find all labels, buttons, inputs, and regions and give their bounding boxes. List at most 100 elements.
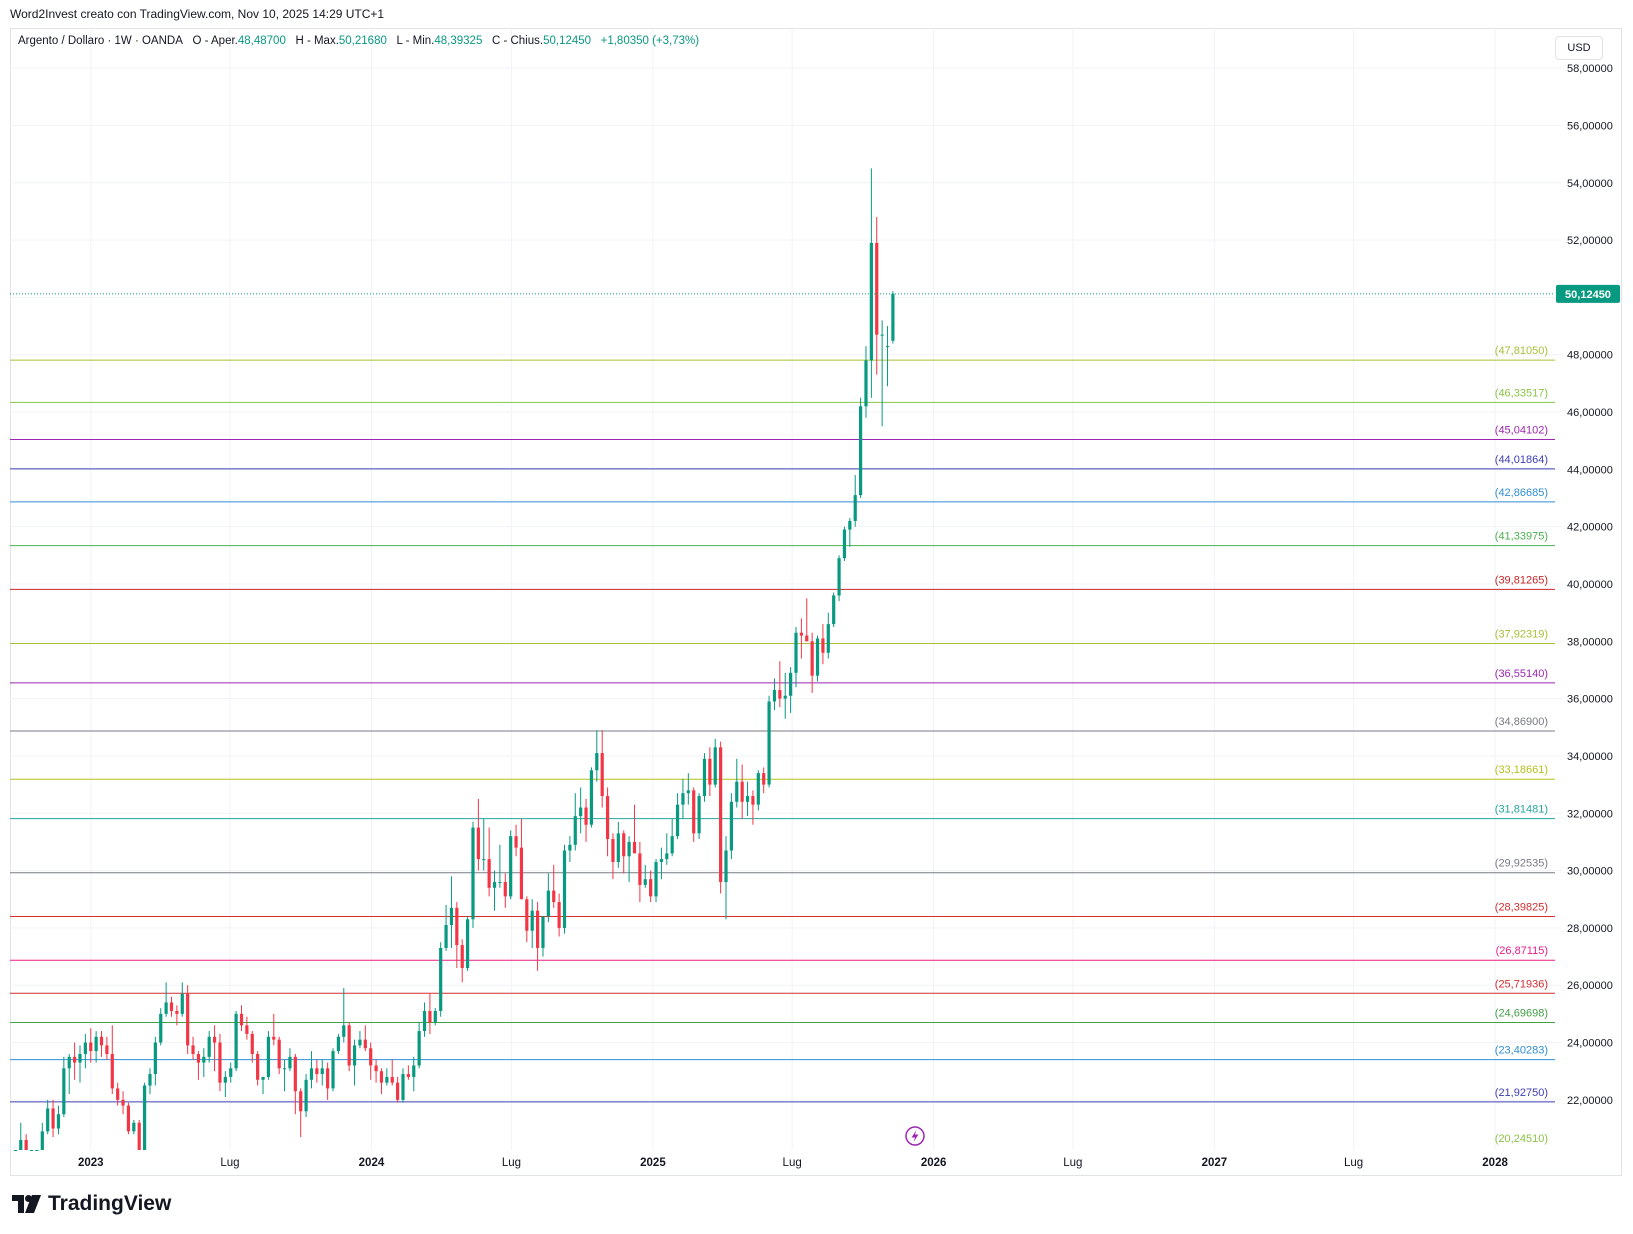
level-label: (26,87115) — [1496, 945, 1548, 957]
candle — [632, 804, 637, 854]
horizontal-levels: (47,81050) (46,33517) (45,04102) (44,01864)… — [10, 345, 1555, 1145]
level-label: (29,92535) — [1495, 858, 1548, 870]
candle — [422, 1002, 427, 1037]
change-value: +1,80350 (+3,73%) — [600, 35, 700, 47]
candle — [229, 1062, 233, 1083]
candle — [546, 873, 550, 923]
candle — [573, 793, 577, 851]
candle — [180, 982, 184, 1017]
candle — [600, 730, 604, 808]
candle — [708, 747, 712, 797]
candle — [541, 916, 545, 957]
tradingview-logo-text: TradingView — [48, 1192, 172, 1215]
candle — [169, 996, 174, 1017]
candle — [492, 870, 497, 911]
candle — [869, 168, 873, 398]
candle — [396, 1076, 400, 1103]
candle — [568, 836, 572, 862]
candle — [767, 695, 771, 788]
candle — [762, 767, 766, 794]
level-label: (21,92750) — [1495, 1087, 1548, 1099]
candle — [164, 982, 168, 1017]
candle — [859, 397, 863, 499]
time-axis[interactable]: 2023 Lug 2024 Lug 2025 Lug 2026 Lug 2027 Lug 2028 — [78, 1157, 1509, 1169]
candle — [665, 833, 669, 865]
time-tick-label: Lug — [1344, 1157, 1363, 1169]
price-tick-label: 32,00000 — [1567, 808, 1613, 820]
candle — [390, 1059, 394, 1086]
candle — [476, 798, 480, 871]
candle — [142, 1082, 147, 1150]
candle — [401, 1068, 405, 1103]
candle — [659, 847, 664, 880]
candle — [40, 1122, 44, 1150]
candle — [789, 667, 793, 713]
high-value: 50,21680 — [338, 35, 387, 47]
candle — [56, 1105, 61, 1135]
candle — [595, 730, 599, 782]
candle — [196, 1051, 201, 1080]
candle — [191, 1036, 195, 1060]
candle — [880, 320, 884, 427]
low-value: 48,39325 — [434, 35, 483, 47]
candle — [729, 793, 733, 860]
candle — [713, 738, 717, 788]
time-tick-label: Lug — [220, 1157, 239, 1169]
price-tick-label: 46,00000 — [1567, 407, 1613, 419]
candle — [616, 821, 620, 868]
candle — [627, 836, 631, 883]
candle — [853, 475, 857, 527]
ohlc-legend: Argento / Dollaro · 1W · OANDA O - Aper.… — [18, 35, 699, 47]
candle — [735, 758, 739, 808]
candle — [885, 326, 890, 387]
price-tick-label: 52,00000 — [1567, 235, 1613, 247]
candle — [78, 1045, 82, 1083]
candle — [358, 1031, 362, 1049]
candle — [24, 1134, 28, 1150]
candles — [13, 168, 895, 1151]
candle — [46, 1099, 50, 1135]
symbol-title[interactable]: Argento / Dollaro · 1W · OANDA — [18, 35, 183, 47]
candle — [654, 859, 658, 903]
candle — [439, 942, 443, 1017]
candle — [589, 767, 594, 828]
candle — [352, 1039, 357, 1086]
candle — [519, 818, 524, 900]
candle — [579, 787, 583, 834]
chart-credit-header: Word2Invest creato con TradingView.com, … — [10, 7, 385, 21]
candle — [794, 626, 798, 688]
candle — [406, 1065, 410, 1080]
level-label: (46,33517) — [1495, 387, 1548, 399]
candle — [62, 1056, 66, 1118]
time-tick-label: 2024 — [359, 1157, 385, 1169]
currency-selector-button[interactable]: USD — [1555, 36, 1603, 60]
candle — [385, 1068, 389, 1086]
candle — [503, 873, 507, 908]
level-label: (23,40283) — [1495, 1045, 1548, 1057]
price-axis[interactable]: 58,0000056,0000054,0000052,0000050,00000… — [1567, 63, 1613, 1107]
low-label: L - Min. — [396, 35, 435, 47]
price-tick-label: 38,00000 — [1567, 636, 1613, 648]
level-label: (24,69698) — [1495, 1008, 1548, 1020]
level-label: (42,86685) — [1495, 487, 1548, 499]
level-label: (34,86900) — [1495, 716, 1548, 728]
candle — [137, 1119, 141, 1150]
price-tick-label: 54,00000 — [1567, 178, 1613, 190]
candle — [417, 1022, 421, 1069]
last-price-badge — [1556, 284, 1620, 303]
last-price-label: 50,12450 — [1565, 289, 1611, 301]
candle — [89, 1028, 93, 1063]
candle — [342, 988, 346, 1043]
lightning-event-icon[interactable] — [905, 1126, 925, 1146]
candle — [799, 618, 803, 659]
level-label: (37,92319) — [1495, 629, 1548, 641]
candle — [212, 1025, 217, 1072]
candle — [509, 830, 513, 900]
time-tick-label: 2028 — [1482, 1157, 1508, 1169]
candle — [815, 635, 820, 682]
chart-pane[interactable] — [10, 28, 1622, 1176]
time-tick-label: 2026 — [921, 1157, 947, 1169]
candle — [13, 1150, 17, 1151]
candle — [875, 217, 879, 375]
